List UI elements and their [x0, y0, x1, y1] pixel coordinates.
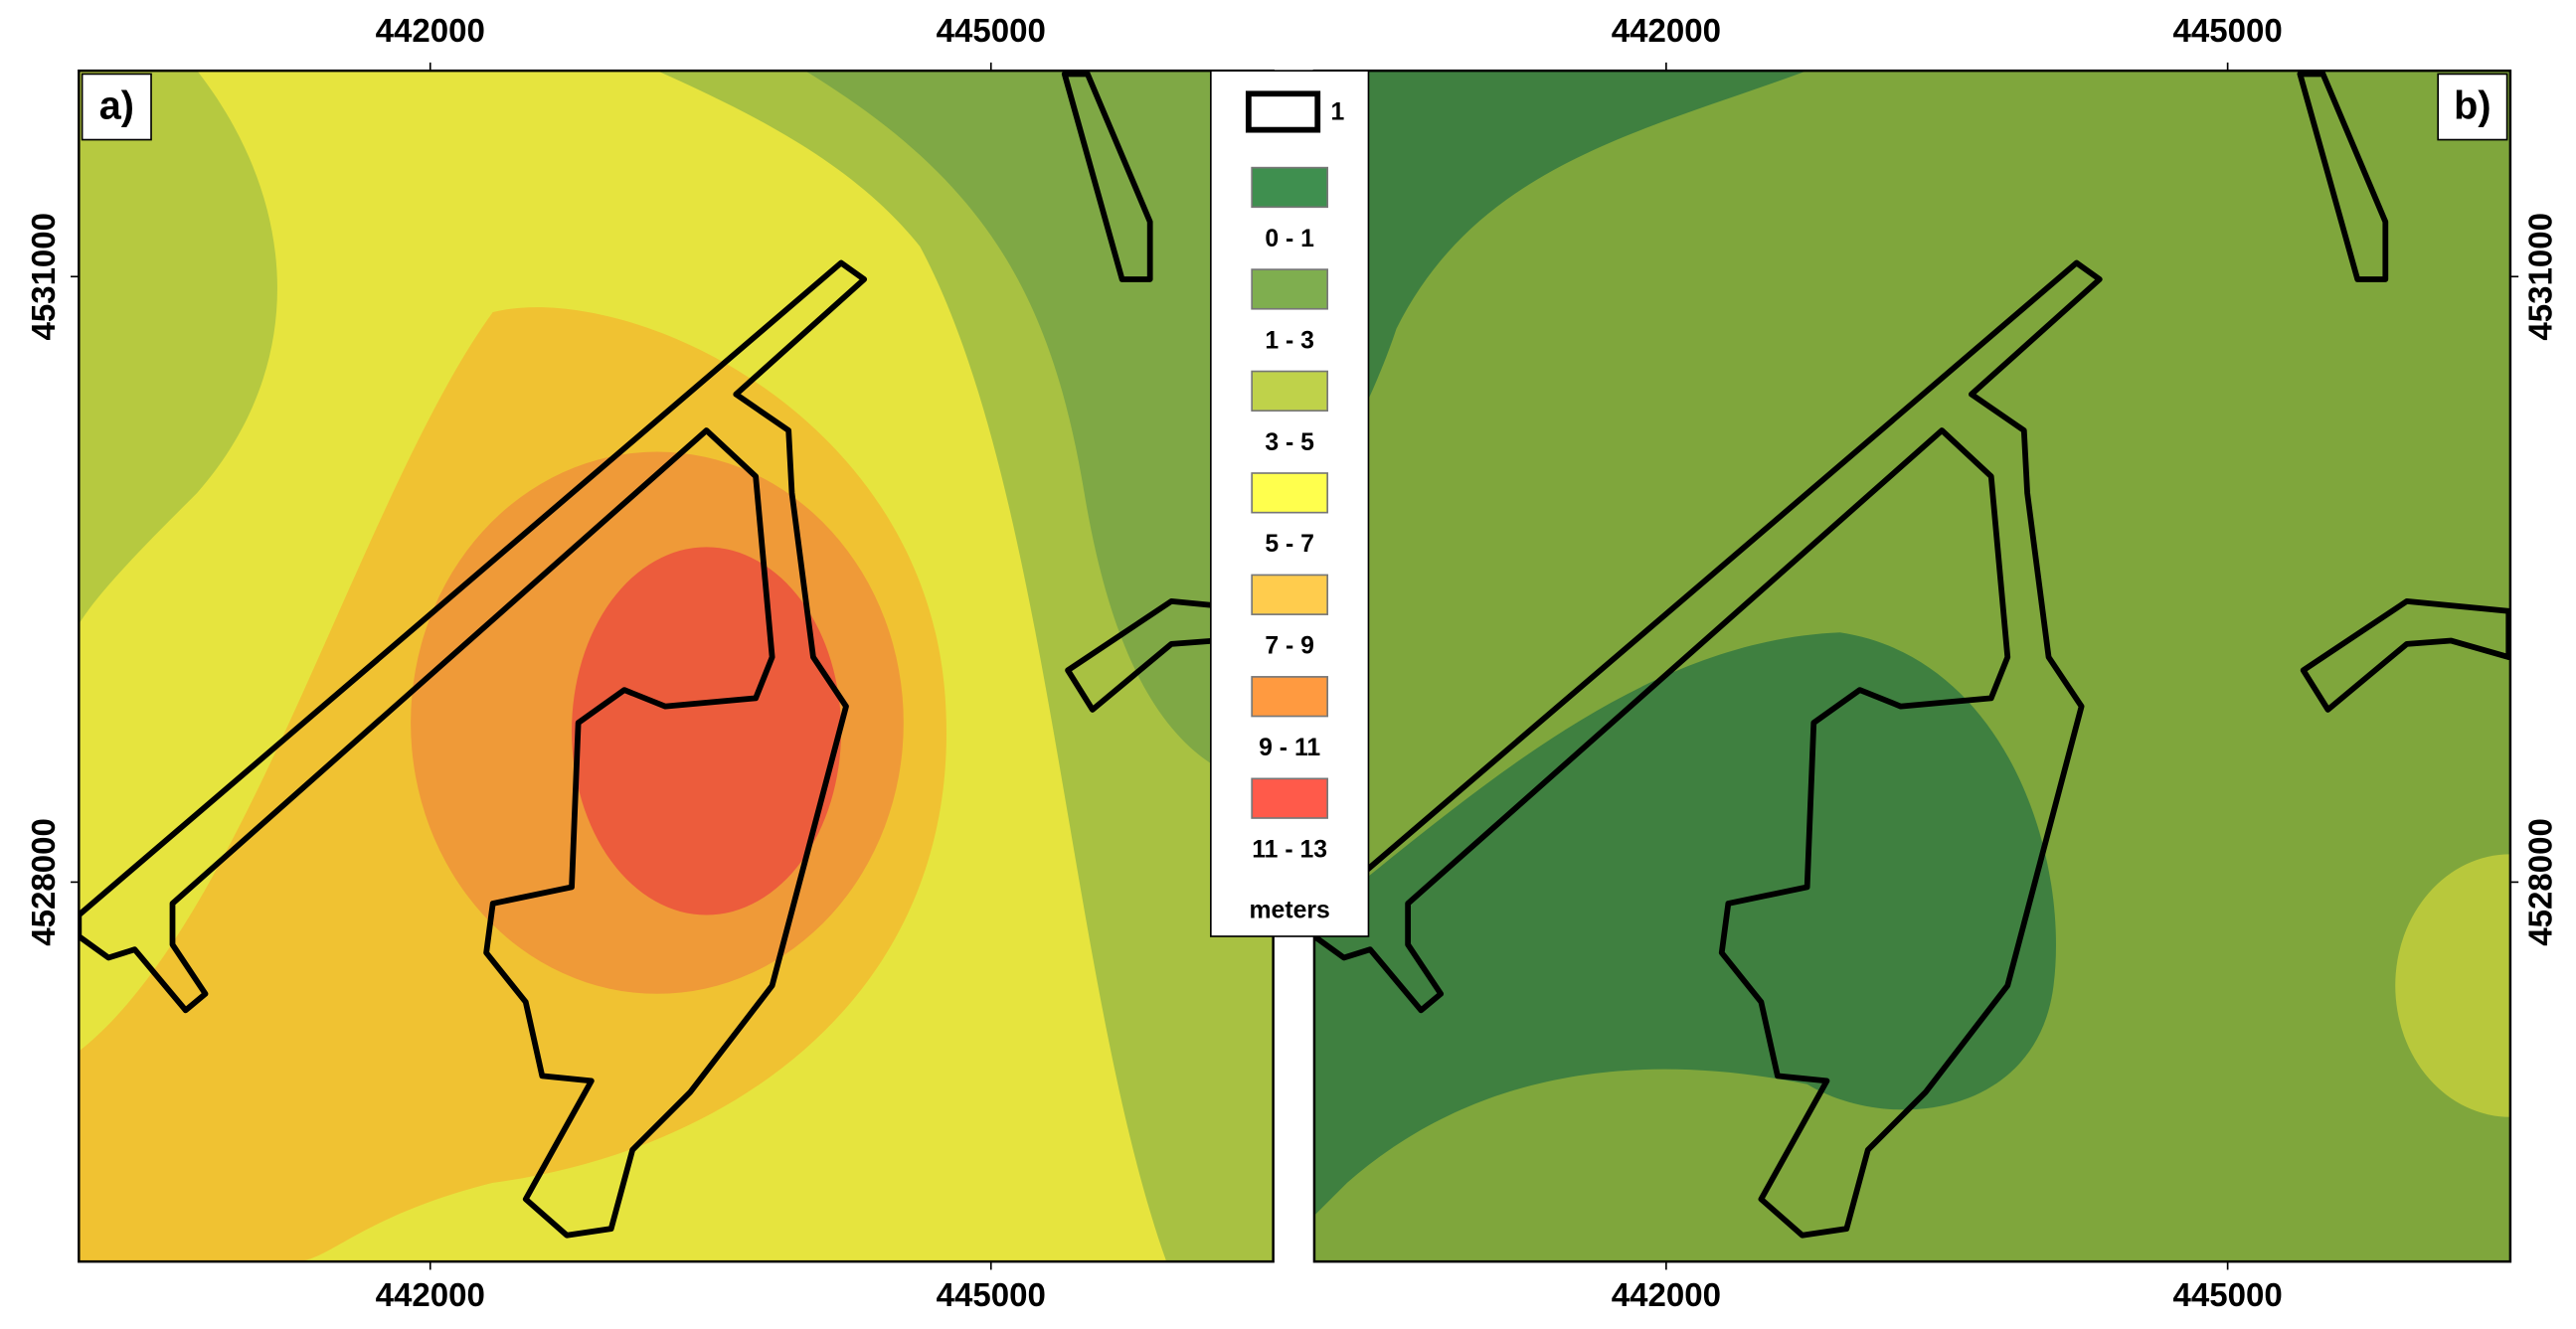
x-tick-label: 445000 [937, 1277, 1046, 1314]
legend-label: 0 - 1 [1265, 226, 1314, 252]
x-tick-label: 442000 [376, 13, 485, 50]
x-tick-label: 445000 [937, 13, 1046, 50]
x-tick-label: 445000 [2173, 13, 2283, 50]
legend-swatch [1251, 166, 1328, 209]
boundary-label: 1 [1330, 99, 1344, 126]
panel-label: a) [99, 84, 134, 128]
panel-a-map [79, 71, 1274, 1262]
x-tick-label: 442000 [376, 1277, 485, 1314]
panel-b-map [1313, 71, 2510, 1262]
x-tick-label: 442000 [1612, 13, 1721, 50]
legend-label: 5 - 7 [1265, 531, 1314, 558]
panel-label-box [81, 73, 152, 141]
legend-swatch [1251, 268, 1328, 310]
legend-swatch [1251, 777, 1328, 819]
panel-label-box [2437, 73, 2508, 141]
legend-swatch [1251, 574, 1328, 615]
legend-label: 11 - 13 [1252, 837, 1327, 864]
legend: 1 meters 0 - 1 1 - 3 3 - 5 5 - 7 7 - 9 9 - 11… [1210, 70, 1370, 937]
legend-unit: meters [1250, 898, 1330, 924]
legend-label: 7 - 9 [1265, 633, 1314, 660]
y-tick-label: 4528000 [2523, 818, 2560, 946]
y-tick-label: 4528000 [26, 818, 63, 946]
legend-label: 9 - 11 [1259, 735, 1320, 761]
panel-label: b) [2454, 84, 2490, 128]
legend-swatch [1251, 676, 1328, 718]
boundary-swatch [1245, 90, 1321, 133]
legend-label: 1 - 3 [1265, 327, 1314, 354]
legend-swatch [1251, 370, 1328, 413]
legend-label: 3 - 5 [1265, 429, 1314, 456]
y-tick-label: 4531000 [26, 213, 63, 341]
legend-swatch [1251, 472, 1328, 514]
x-tick-label: 445000 [2173, 1277, 2283, 1314]
x-tick-label: 442000 [1612, 1277, 1721, 1314]
y-tick-label: 4531000 [2523, 213, 2560, 341]
